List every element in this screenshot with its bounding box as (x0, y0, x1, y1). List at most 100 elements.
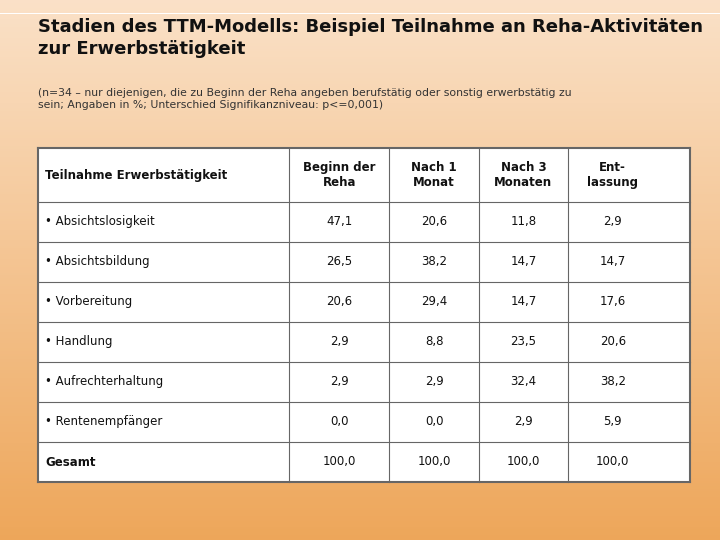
Bar (0, 176, 720, 178)
Bar (0, 483, 720, 486)
Bar (0, 189, 720, 192)
Bar (0, 316, 720, 319)
Bar (0, 111, 720, 113)
Bar (0, 310, 720, 313)
Bar (0, 81, 720, 84)
Bar (0, 537, 720, 540)
Bar (0, 356, 720, 359)
Bar (0, 65, 720, 68)
Bar (0, 410, 720, 413)
Text: 14,7: 14,7 (510, 295, 536, 308)
Bar (0, 273, 720, 275)
Bar (0, 373, 720, 375)
Bar (0, 281, 720, 284)
Bar (0, 494, 720, 497)
Text: • Absichtsbildung: • Absichtsbildung (45, 255, 150, 268)
Bar (0, 305, 720, 308)
Bar (0, 378, 720, 381)
Bar (0, 70, 720, 73)
Bar (0, 49, 720, 51)
Bar (0, 459, 720, 462)
Bar (0, 526, 720, 529)
Text: 0,0: 0,0 (425, 415, 444, 429)
Text: 5,9: 5,9 (603, 415, 622, 429)
Bar (0, 43, 720, 46)
Text: Nach 1
Monat: Nach 1 Monat (411, 161, 457, 189)
Bar (0, 267, 720, 270)
Bar (0, 254, 720, 256)
Bar (0, 92, 720, 94)
Bar (0, 286, 720, 289)
Bar (0, 146, 720, 148)
Bar (0, 184, 720, 186)
Bar (0, 122, 720, 124)
Bar (0, 35, 720, 38)
Bar (0, 502, 720, 505)
Bar (0, 138, 720, 140)
Bar (0, 500, 720, 502)
Bar (0, 454, 720, 456)
Bar (0, 472, 720, 475)
Bar (0, 437, 720, 440)
Bar (0, 116, 720, 119)
Text: • Absichtslosigkeit: • Absichtslosigkeit (45, 215, 155, 228)
Text: Nach 3
Monaten: Nach 3 Monaten (495, 161, 552, 189)
Bar (0, 59, 720, 62)
Text: 0,0: 0,0 (330, 415, 348, 429)
Bar (0, 535, 720, 537)
Bar (0, 413, 720, 416)
Bar (0, 265, 720, 267)
Bar (0, 278, 720, 281)
Text: Beginn der
Reha: Beginn der Reha (303, 161, 375, 189)
Bar (0, 343, 720, 346)
Bar (0, 240, 720, 243)
Bar (0, 173, 720, 176)
Bar (0, 216, 720, 219)
Text: (n=34 – nur diejenigen, die zu Beginn der Reha angeben berufstätig oder sonstig : (n=34 – nur diejenigen, die zu Beginn de… (38, 88, 572, 110)
Text: Ent-
lassung: Ent- lassung (588, 161, 638, 189)
Bar (0, 418, 720, 421)
Bar (0, 78, 720, 81)
Text: 2,9: 2,9 (330, 335, 348, 348)
Bar (0, 421, 720, 424)
Bar (0, 246, 720, 248)
Bar (0, 0, 720, 3)
Bar (0, 140, 720, 143)
Bar (0, 518, 720, 521)
Text: 100,0: 100,0 (323, 456, 356, 469)
Bar (0, 394, 720, 397)
Bar (0, 167, 720, 170)
Bar (0, 178, 720, 181)
Bar (0, 491, 720, 494)
Bar (0, 124, 720, 127)
Bar (0, 400, 720, 402)
Text: 26,5: 26,5 (326, 255, 352, 268)
Text: 29,4: 29,4 (421, 295, 447, 308)
Text: 47,1: 47,1 (326, 215, 352, 228)
Bar (0, 448, 720, 451)
Bar (0, 308, 720, 310)
Bar (0, 221, 720, 224)
Bar (0, 464, 720, 467)
Bar (0, 510, 720, 513)
Bar (0, 402, 720, 405)
Bar (0, 435, 720, 437)
Bar (0, 5, 720, 8)
Bar (0, 486, 720, 489)
Bar (0, 475, 720, 478)
Bar (0, 135, 720, 138)
Bar (0, 127, 720, 130)
Bar (0, 181, 720, 184)
Bar (0, 251, 720, 254)
Bar (0, 256, 720, 259)
Bar (0, 170, 720, 173)
Bar (0, 313, 720, 316)
Bar (0, 319, 720, 321)
Bar (0, 359, 720, 362)
Bar (0, 3, 720, 5)
Text: 2,9: 2,9 (330, 375, 348, 388)
Bar (0, 24, 720, 27)
Bar (0, 197, 720, 200)
Bar (0, 248, 720, 251)
Bar (0, 119, 720, 122)
